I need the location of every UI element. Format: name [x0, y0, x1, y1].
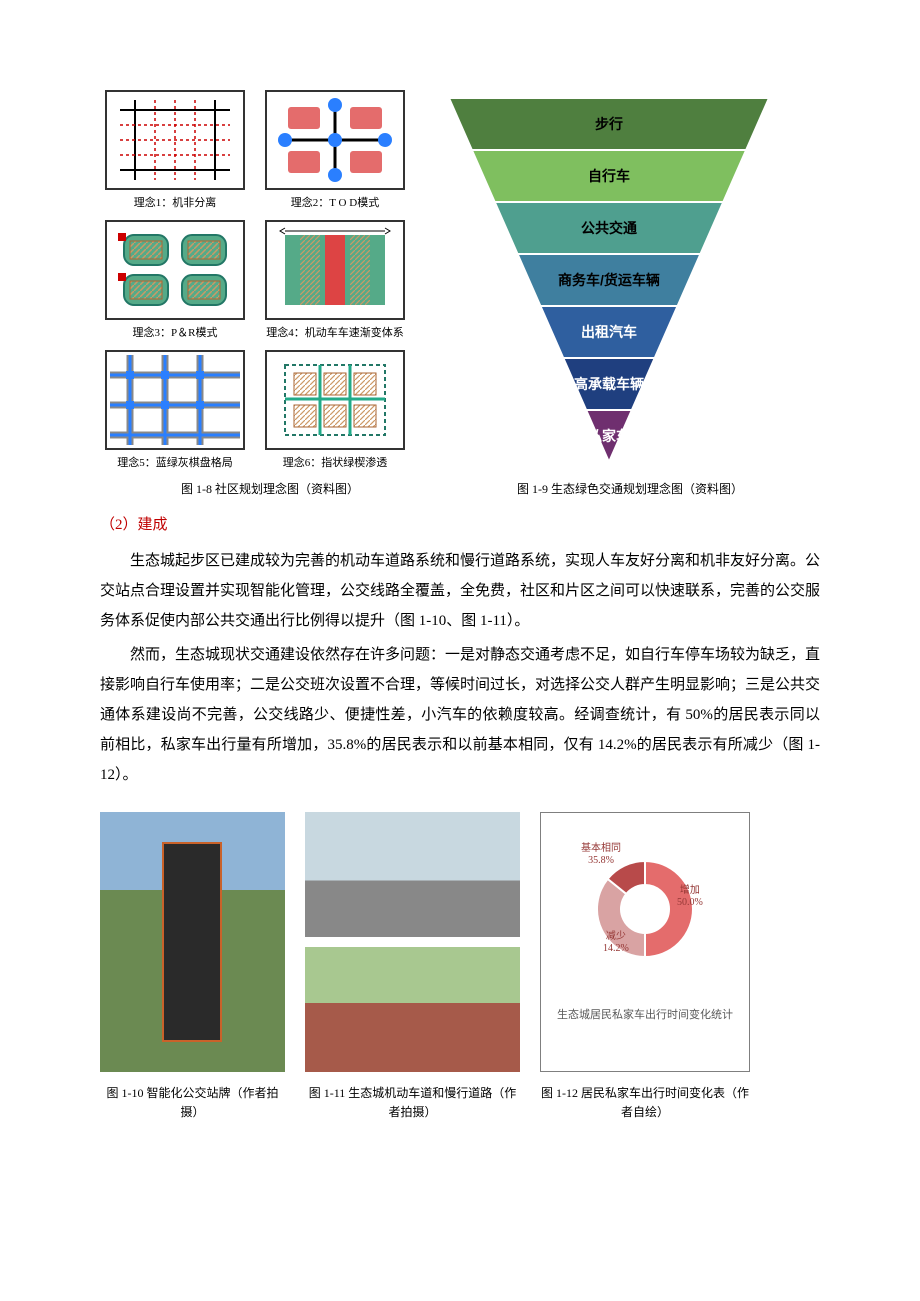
svg-text:高承载车辆: 高承载车辆 — [574, 376, 644, 392]
pyramid-wrap: 步行自行车公共交通商务车/货运车辆出租汽车高承载车辆私家车 — [434, 90, 784, 470]
concept-cell-5: 理念5：蓝绿灰棋盘格局 — [100, 350, 250, 470]
concept-label-2: 理念2：T O D模式 — [265, 194, 405, 210]
concept-label-1: 理念1：机非分离 — [105, 194, 245, 210]
caption-fig-1-8: 图 1-8 社区规划理念图（资料图） — [115, 480, 425, 497]
fig-1-10-photo — [100, 812, 285, 1072]
concept-sketch-6-icon — [270, 355, 400, 445]
concept-thumb-6 — [265, 350, 405, 450]
pyramid-chart: 步行自行车公共交通商务车/货运车辆出租汽车高承载车辆私家车 — [434, 90, 784, 470]
concept-label-3: 理念3：P＆R模式 — [105, 324, 245, 340]
concept-thumb-3 — [105, 220, 245, 320]
figure-row-top: 理念1：机非分离 理念2：T O D模式 — [100, 90, 820, 470]
donut-chart-title: 生态城居民私家车出行时间变化统计 — [557, 1007, 733, 1024]
figure-row-bottom: 增加50.0% 基本相同35.8% 减少14.2% 生态城居民私家车出行时间变化统计 — [100, 812, 820, 1072]
paragraph-1: 生态城起步区已建成较为完善的机动车道路系统和慢行道路系统，实现人车友好分离和机非… — [100, 546, 820, 636]
concept-label-5: 理念5：蓝绿灰棋盘格局 — [105, 454, 245, 470]
fig-1-11-photo-bottom — [305, 947, 520, 1072]
concept-cell-4: 理念4：机动车车速渐变体系 — [260, 220, 410, 340]
fig-1-11 — [305, 812, 520, 1072]
concept-thumb-5 — [105, 350, 245, 450]
concept-grid: 理念1：机非分离 理念2：T O D模式 — [100, 90, 410, 470]
donut-segment-label: 增加50.0% — [677, 885, 703, 909]
svg-text:自行车: 自行车 — [588, 168, 630, 184]
svg-text:私家车: 私家车 — [588, 428, 630, 444]
concept-cell-1: 理念1：机非分离 — [100, 90, 250, 210]
concept-cell-3: 理念3：P＆R模式 — [100, 220, 250, 340]
concept-label-4: 理念4：机动车车速渐变体系 — [265, 324, 405, 340]
fig-1-8-column: 理念1：机非分离 理念2：T O D模式 — [100, 90, 410, 470]
svg-text:出租汽车: 出租汽车 — [581, 324, 637, 340]
concept-sketch-3-icon — [110, 225, 240, 315]
caption-row-bottom: 图 1-10 智能化公交站牌（作者拍摄） 图 1-11 生态城机动车道和慢行道路… — [100, 1084, 820, 1122]
svg-text:公共交通: 公共交通 — [581, 220, 637, 236]
concept-cell-2: 理念2：T O D模式 — [260, 90, 410, 210]
fig-1-11-photo-top — [305, 812, 520, 937]
fig-1-9-column: 步行自行车公共交通商务车/货运车辆出租汽车高承载车辆私家车 — [434, 90, 784, 470]
concept-thumb-4 — [265, 220, 405, 320]
caption-row-top: 图 1-8 社区规划理念图（资料图） 图 1-9 生态绿色交通规划理念图（资料图… — [100, 480, 820, 497]
caption-fig-1-9: 图 1-9 生态绿色交通规划理念图（资料图） — [455, 480, 805, 497]
concept-label-6: 理念6：指状绿楔渗透 — [265, 454, 405, 470]
concept-thumb-1 — [105, 90, 245, 190]
concept-sketch-4-icon — [270, 225, 400, 315]
donut-segment-label: 基本相同35.8% — [581, 843, 621, 867]
svg-text:商务车/货运车辆: 商务车/货运车辆 — [558, 272, 660, 288]
donut-segment-label: 减少14.2% — [603, 931, 629, 955]
concept-cell-6: 理念6：指状绿楔渗透 — [260, 350, 410, 470]
caption-fig-1-10: 图 1-10 智能化公交站牌（作者拍摄） — [100, 1084, 285, 1122]
paragraph-2: 然而，生态城现状交通建设依然存在许多问题：一是对静态交通考虑不足，如自行车停车场… — [100, 640, 820, 790]
concept-sketch-1-icon — [110, 95, 240, 185]
caption-fig-1-12: 图 1-12 居民私家车出行时间变化表（作者自绘） — [540, 1084, 750, 1122]
section-head: （2）建成 — [100, 513, 820, 534]
fig-1-12-chart: 增加50.0% 基本相同35.8% 减少14.2% 生态城居民私家车出行时间变化统计 — [540, 812, 750, 1072]
donut-wrap: 增加50.0% 基本相同35.8% 减少14.2% — [575, 839, 715, 979]
svg-text:步行: 步行 — [595, 116, 623, 132]
concept-thumb-2 — [265, 90, 405, 190]
concept-sketch-5-icon — [110, 355, 240, 445]
concept-sketch-2-icon — [270, 95, 400, 185]
fig-1-10 — [100, 812, 285, 1072]
bus-sign-icon — [162, 842, 222, 1042]
caption-fig-1-11: 图 1-11 生态城机动车道和慢行道路（作者拍摄） — [305, 1084, 520, 1122]
